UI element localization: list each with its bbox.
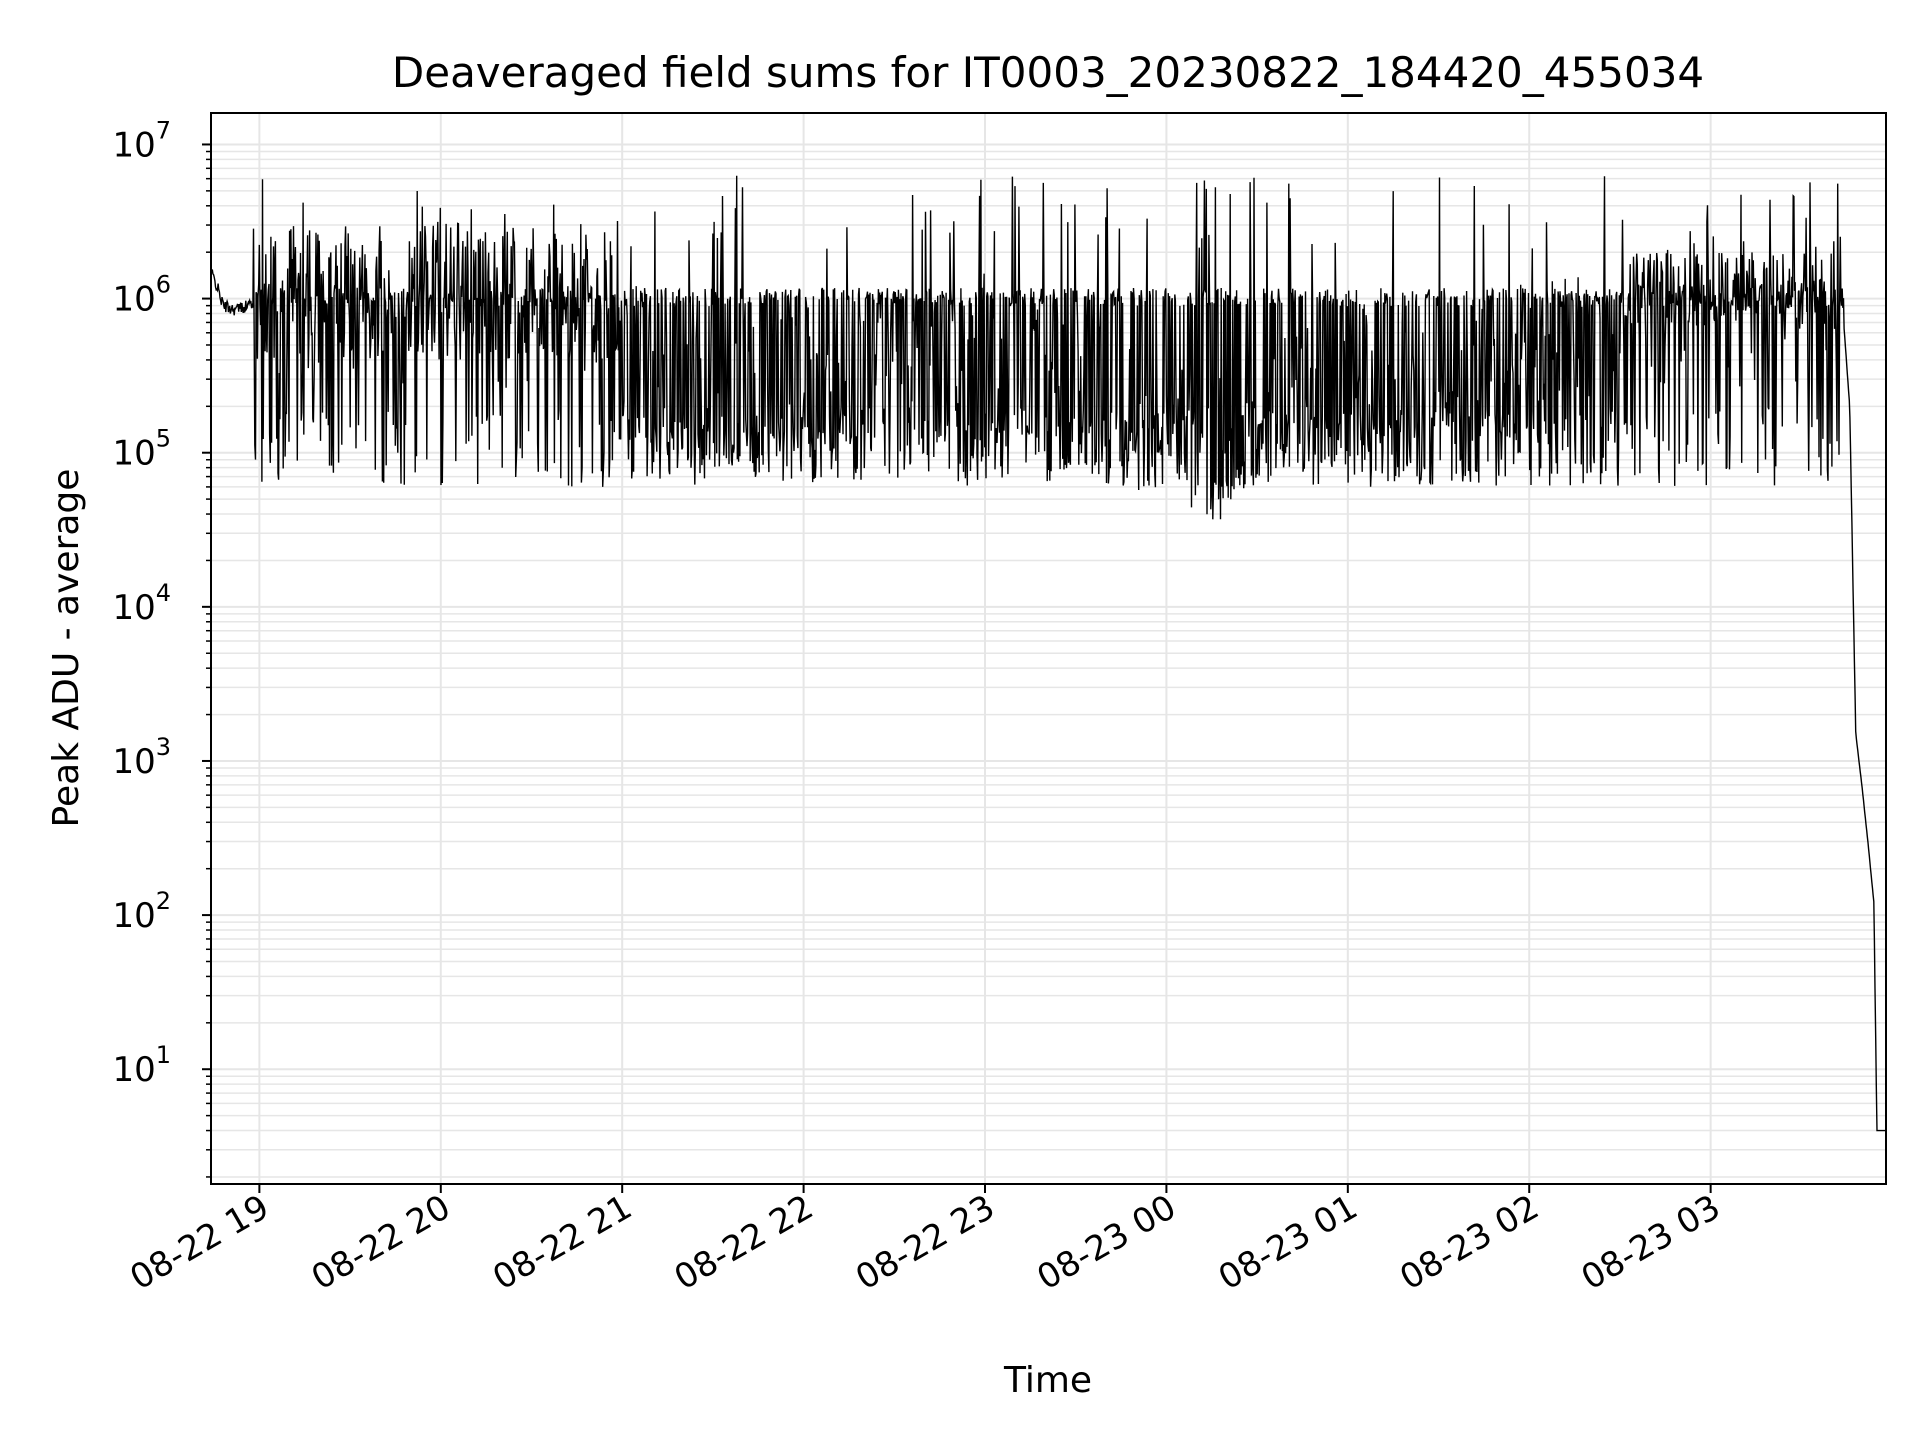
x-axis-label: Time xyxy=(1003,1360,1092,1401)
y-tick-label: 107 xyxy=(112,116,171,165)
y-tick-label: 106 xyxy=(112,271,171,320)
x-axis: 08-22 19 08-22 20 08-22 21 08-22 22 08-22 23… xyxy=(123,1184,1727,1298)
data-series xyxy=(210,175,1886,1132)
y-tick-label: 105 xyxy=(112,425,171,474)
grid xyxy=(211,113,1886,1184)
x-tick-label: 08-23 01 xyxy=(1212,1187,1364,1298)
x-tick-label: 08-22 22 xyxy=(668,1187,820,1298)
y-tick-label: 104 xyxy=(112,579,171,628)
x-tick-label: 08-22 20 xyxy=(305,1187,457,1298)
y-tick-label: 101 xyxy=(112,1041,171,1090)
x-tick-label: 08-22 19 xyxy=(123,1187,275,1298)
x-tick-label: 08-22 23 xyxy=(849,1187,1001,1298)
x-tick-label: 08-23 02 xyxy=(1393,1187,1545,1298)
series-line xyxy=(210,175,1886,1132)
plot-frame xyxy=(210,112,1887,1185)
y-tick-label: 103 xyxy=(112,733,171,782)
y-tick-label: 102 xyxy=(112,887,171,936)
x-tick-label: 08-23 00 xyxy=(1031,1187,1183,1298)
y-axis: 101 102 103 104 105 106 107 xyxy=(112,116,211,1178)
chart-title: Deaveraged field sums for IT0003_2023082… xyxy=(392,48,1704,97)
x-tick-label: 08-22 21 xyxy=(486,1187,638,1298)
x-tick-label: 08-23 03 xyxy=(1575,1187,1727,1298)
y-axis-label: Peak ADU - average xyxy=(46,469,87,828)
